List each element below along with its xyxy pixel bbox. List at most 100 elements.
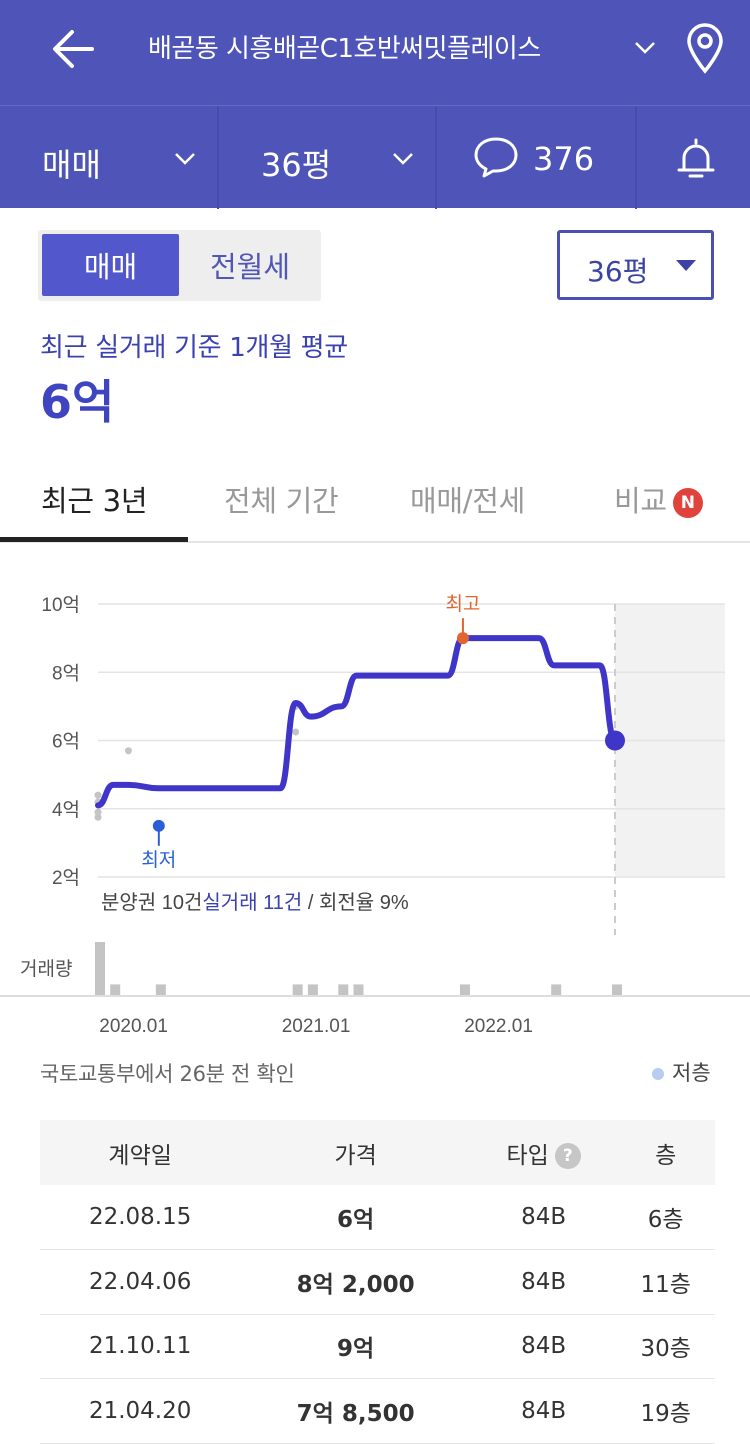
summary-presale: 분양권 10건: [101, 891, 202, 914]
tab-active-underline: [0, 537, 188, 542]
volume-bar: [155, 984, 166, 995]
chevron-down-icon: [175, 153, 195, 165]
legend-label: 저층: [672, 1061, 711, 1085]
cell-date: 21.04.20: [40, 1378, 241, 1444]
header-price: 가격: [240, 1120, 471, 1185]
table-row[interactable]: 22.04.06 8억 2,000 84B 11층: [40, 1249, 715, 1315]
table-row[interactable]: 21.10.11 9억 84B 30층: [40, 1314, 715, 1379]
low-label: 최저: [141, 849, 176, 871]
bell-icon[interactable]: [676, 136, 716, 182]
trade-type-label: 매매: [42, 146, 101, 184]
x-tick-label: 2022.01: [464, 1016, 533, 1037]
tab-border: [0, 541, 750, 543]
cell-price: 9억: [240, 1314, 471, 1379]
data-source-note: 국토교통부에서 26분 전 확인: [40, 1062, 295, 1086]
filter-bar: 매매 36평 376: [0, 105, 750, 209]
location-pin-icon[interactable]: [684, 22, 726, 74]
x-tick-label: 2020.01: [99, 1016, 168, 1037]
x-tick-label: 2021.01: [282, 1016, 351, 1037]
top-bar: 배곧동 시흥배곧C1호반써밋플레이스: [0, 0, 750, 105]
cell-type: 84B: [470, 1378, 617, 1444]
chart-grid: [98, 603, 725, 878]
high-marker-dot: [456, 632, 469, 645]
scatter-point: [292, 728, 300, 736]
tab-recent-3y[interactable]: 최근 3년: [41, 484, 148, 518]
volume-label: 거래량: [20, 958, 72, 980]
cell-price: 8억 2,000: [240, 1249, 471, 1315]
x-axis-ticks: 2020.01 2021.01 2022.01: [99, 1016, 533, 1037]
cell-type: 84B: [470, 1185, 617, 1250]
area-select[interactable]: 36평: [557, 230, 714, 300]
cell-type: 84B: [470, 1249, 617, 1315]
cell-date: 22.08.15: [40, 1185, 241, 1250]
table-body: 22.08.15 6억 84B 6층 22.04.06 8억 2,000 84B 11층 21.…: [40, 1185, 715, 1444]
divider: [635, 106, 637, 209]
chevron-down-icon: [393, 153, 413, 165]
summary-turnover: / 회전율 9%: [302, 891, 409, 914]
comment-count: 376: [533, 140, 595, 178]
tab-compare[interactable]: 비교 N: [614, 478, 703, 520]
y-tick-label: 8억: [52, 662, 80, 684]
y-axis-ticks: 10억 8억 6억 4억 2억: [41, 594, 80, 889]
header-type-label: 타입: [506, 1142, 549, 1169]
legend-dot: [652, 1068, 664, 1080]
cell-price: 6억: [240, 1185, 471, 1250]
scatter-point: [124, 747, 132, 755]
volume-bar: [95, 942, 105, 995]
complex-title[interactable]: 배곧동 시흥배곧C1호반써밋플레이스: [148, 34, 541, 64]
tab-compare-label: 비교: [614, 484, 667, 518]
tab-sale-jeonse[interactable]: 매매/전세: [410, 484, 525, 518]
cell-floor: 30층: [616, 1314, 715, 1379]
back-arrow-icon[interactable]: [48, 24, 98, 74]
scatter-point: [94, 808, 102, 816]
average-label: 최근 실거래 기준 1개월 평균: [40, 333, 348, 363]
area-select-value: 36평: [587, 255, 649, 288]
speech-bubble-icon: [474, 137, 518, 178]
volume-bar: [551, 984, 562, 995]
volume-bar: [110, 984, 121, 995]
legend-low-floor: 저층: [652, 1057, 711, 1087]
comments-button[interactable]: 376: [437, 106, 635, 209]
header-date: 계약일: [40, 1120, 241, 1185]
trade-type-dropdown[interactable]: 매매: [0, 106, 217, 209]
volume-bar: [307, 984, 318, 995]
table-row[interactable]: 21.04.20 7억 8,500 84B 19층: [40, 1378, 715, 1444]
table-row[interactable]: 22.08.15 6억 84B 6층: [40, 1185, 715, 1250]
current-price-dot: [605, 730, 625, 751]
trade-scatter: [94, 634, 467, 821]
cell-type: 84B: [470, 1314, 617, 1379]
y-tick-label: 10억: [41, 594, 80, 616]
volume-bar: [459, 984, 470, 995]
summary-actual: 실거래 11건: [202, 891, 302, 914]
price-line: [95, 635, 618, 809]
caret-down-icon: [676, 260, 696, 271]
help-icon[interactable]: ?: [554, 1143, 581, 1169]
trade-summary: 분양권 10건실거래 11건 / 회전율 9%: [101, 891, 409, 914]
trade-segment: 매매 전월세: [38, 230, 321, 301]
volume-bar: [612, 984, 622, 995]
table-header: 계약일 가격 타입? 층: [40, 1120, 715, 1185]
header-floor: 층: [616, 1120, 715, 1185]
chevron-down-icon[interactable]: [632, 34, 658, 60]
segment-rent[interactable]: 전월세: [209, 250, 291, 284]
tab-all-period[interactable]: 전체 기간: [224, 484, 339, 518]
y-tick-label: 2억: [52, 867, 80, 889]
area-dropdown[interactable]: 36평: [219, 106, 435, 209]
cell-floor: 11층: [616, 1249, 715, 1315]
low-marker-dot: [152, 819, 165, 832]
y-tick-label: 6억: [52, 731, 80, 753]
divider: [217, 106, 219, 209]
cell-date: 21.10.11: [40, 1314, 241, 1379]
segment-sale[interactable]: 매매: [42, 234, 179, 296]
scatter-point: [94, 791, 102, 799]
cell-price: 7억 8,500: [240, 1378, 471, 1444]
volume-bar: [338, 984, 349, 995]
scatter-point: [94, 813, 102, 821]
volume-bars: [95, 942, 622, 995]
trade-table: 계약일 가격 타입? 층 22.08.15 6억 84B 6층 22.04.06 8억 2…: [40, 1120, 715, 1444]
divider: [435, 106, 437, 209]
new-badge: N: [672, 488, 703, 518]
high-label: 최고: [445, 593, 480, 615]
